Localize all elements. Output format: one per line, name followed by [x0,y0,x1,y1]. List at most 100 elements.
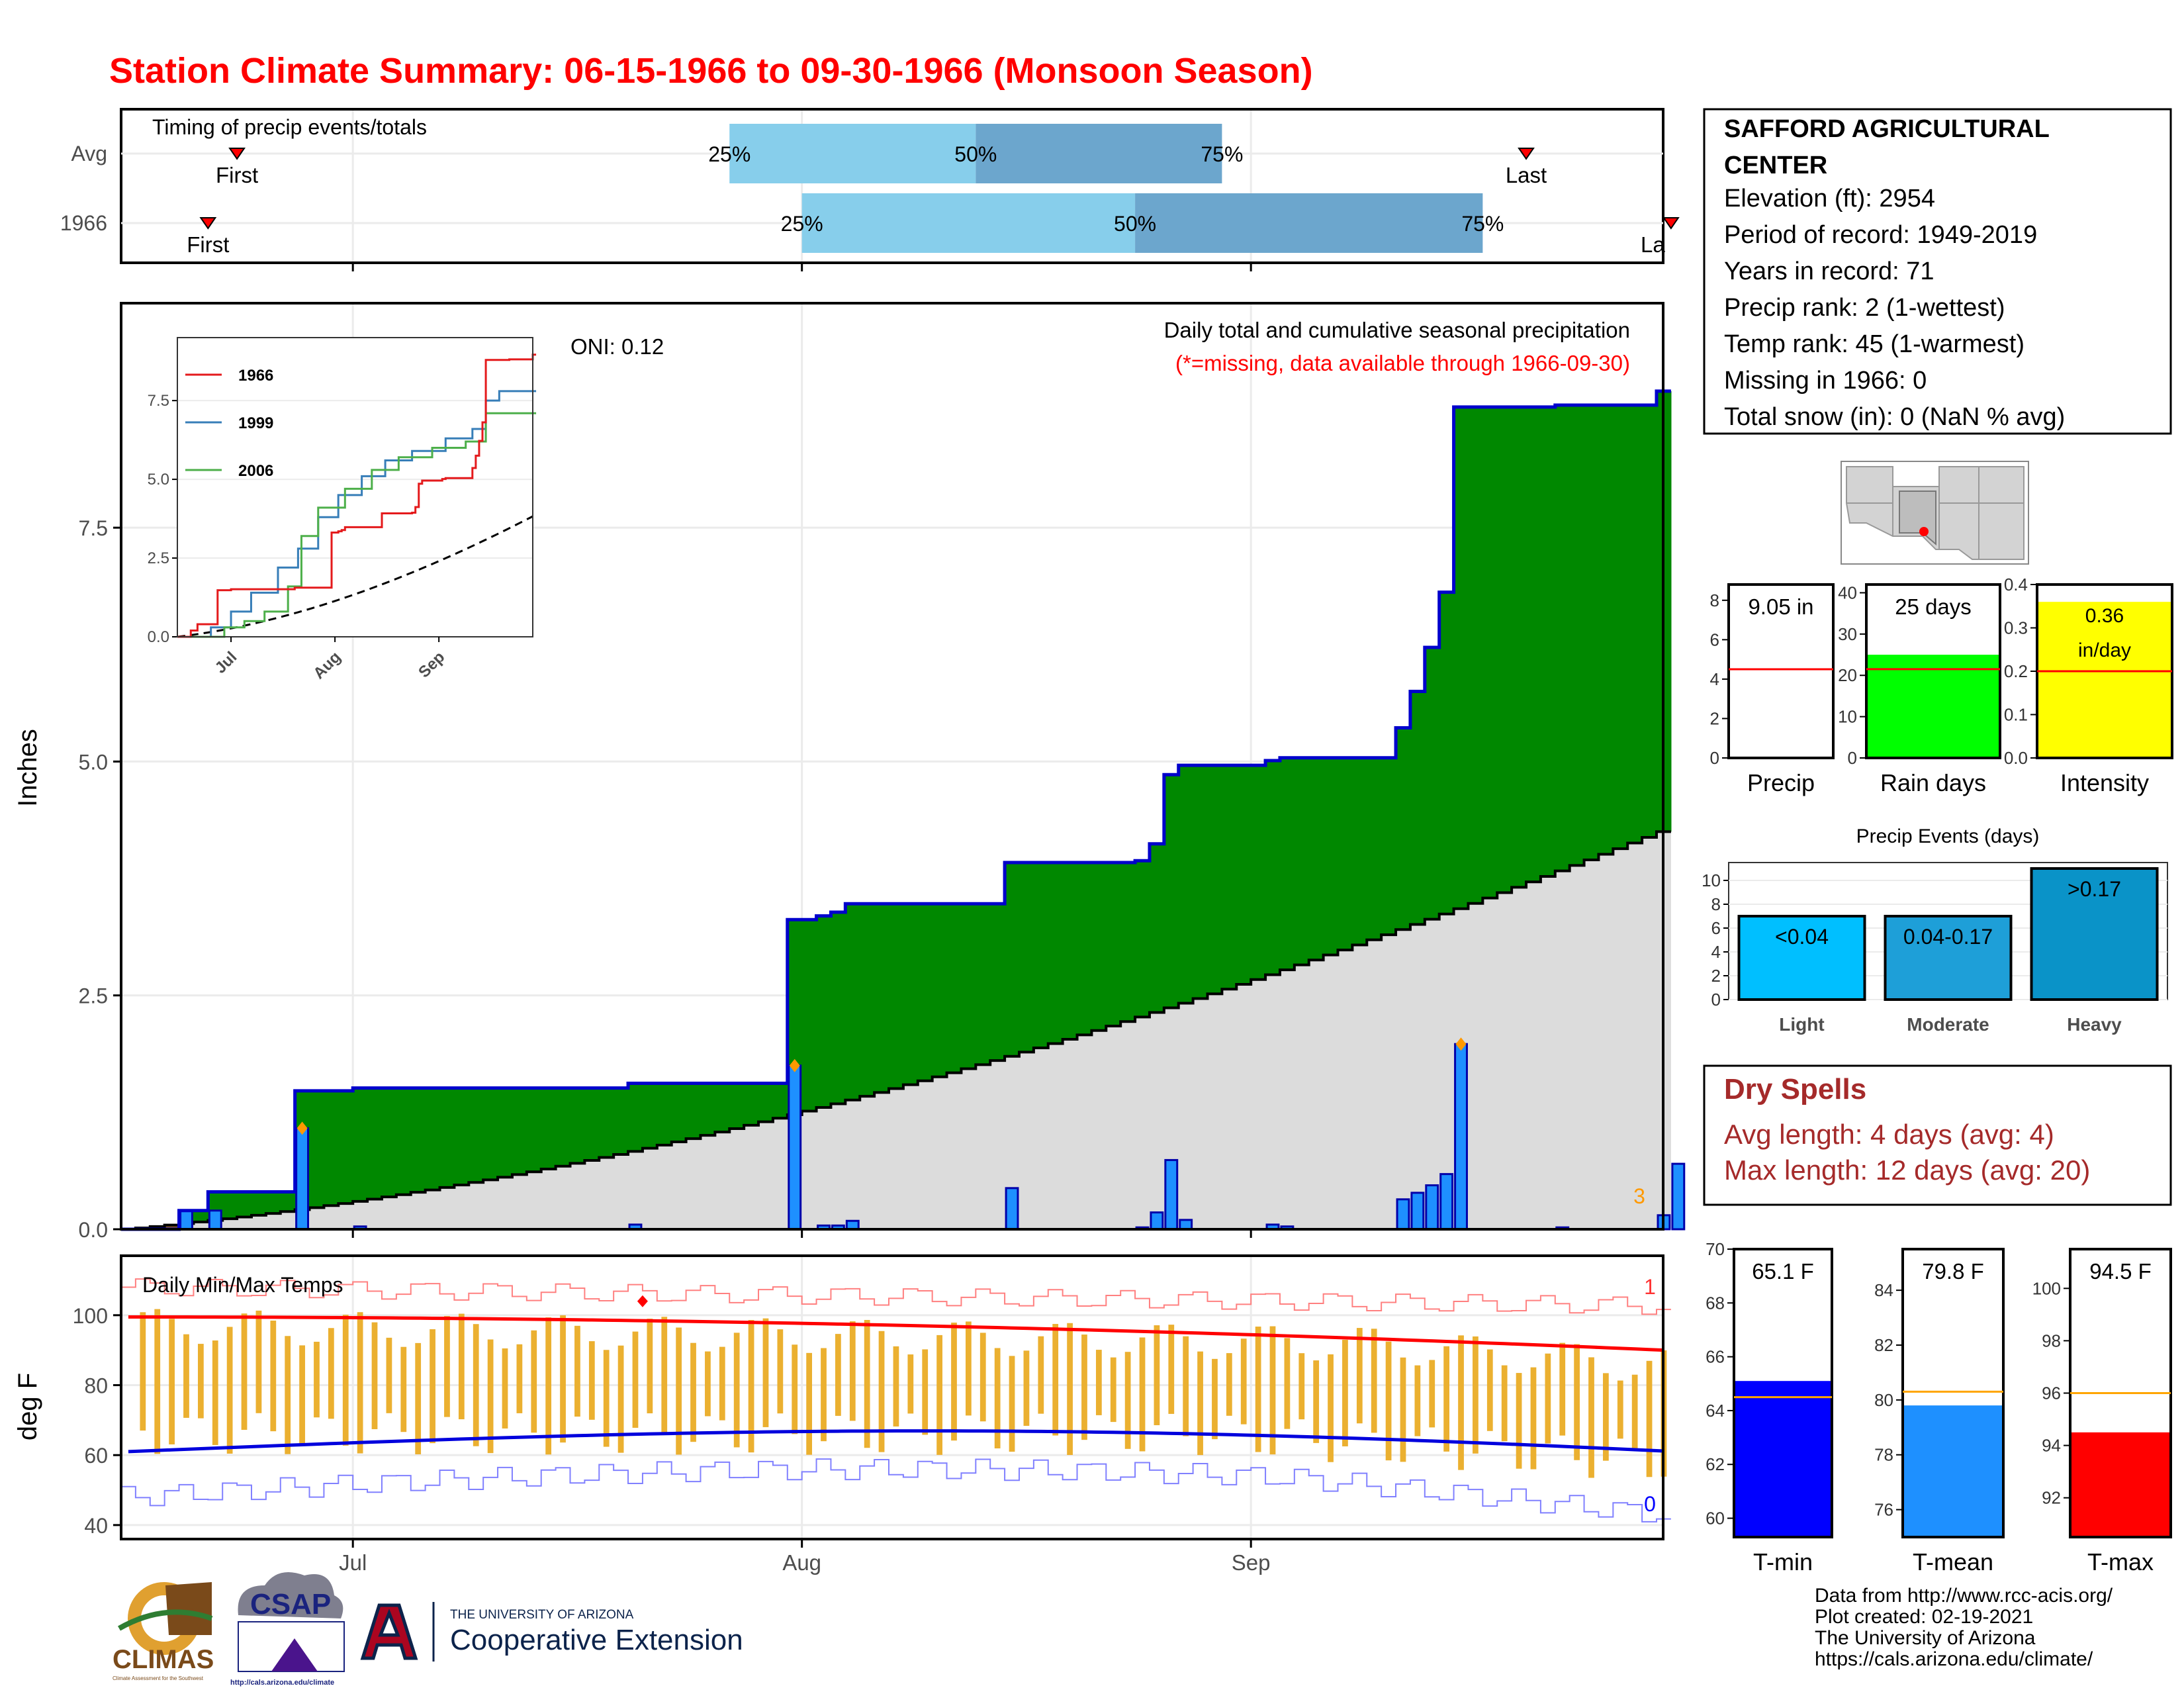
daily-temp-range-bar [951,1323,957,1441]
station-elevation: Elevation (ft): 2954 [1724,185,1935,212]
temp-bar-category-label: T-mean [1913,1548,1993,1575]
above-average-fill [353,1088,368,1201]
daily-temp-range-bar [748,1320,754,1453]
above-average-fill [1062,863,1078,1039]
x-axis-month-label: Aug [782,1550,821,1575]
station-period: Period of record: 1949-2019 [1724,221,2037,249]
daily-temp-range-bar [893,1346,899,1427]
csap-logo-text: CSAP [250,1588,331,1620]
temp-bar-y-tick-label: 92 [2042,1488,2061,1508]
daily-temp-range-bar [806,1352,812,1455]
above-average-fill [1512,406,1527,888]
above-average-fill [410,1088,426,1193]
daily-temp-range-bar [270,1320,277,1432]
record-high-line [121,1278,1671,1315]
events-category-label: Moderate [1907,1014,1989,1035]
above-average-fill [961,904,976,1069]
events-title: Precip Events (days) [1856,825,2040,847]
timing-bar-q50-q75-0 [976,124,1222,183]
station-info-box: SAFFORD AGRICULTURAL CENTER Elevation (f… [1703,108,2172,435]
climas-logo-subtitle: Climate Assessment for the Southwest [113,1675,204,1681]
above-average-fill [1497,406,1512,893]
daily-temp-range-bar [1342,1340,1348,1446]
temp-bar-value-label: 94.5 F [2089,1259,2152,1284]
daily-temp-range-bar [1486,1349,1493,1431]
credit-data-source: Data from http://www.rcc-acis.org/ [1815,1585,2113,1607]
credits: Data from http://www.rcc-acis.org/ Plot … [1815,1585,2113,1670]
temp-bar-y-tick-label: 100 [2032,1278,2061,1298]
mini-bar-y-tick-label: 0 [1710,748,1719,768]
daily-temp-range-bar [1110,1357,1116,1423]
daily-temp-range-bar [169,1319,175,1445]
daily-temp-range-bar [1154,1325,1160,1425]
daily-temp-range-bar [560,1315,566,1443]
ua-logo-line1: THE UNIVERSITY OF ARIZONA [450,1608,634,1622]
ua-logo-line2: Cooperative Extension [450,1624,743,1656]
mini-bar-y-tick-label: 0 [1848,748,1857,768]
above-average-fill [237,1192,252,1217]
above-average-fill [324,1090,339,1206]
daily-temp-range-bar [1473,1336,1479,1454]
precip-y-tick-label: 2.5 [79,984,108,1008]
daily-precip-bar [1410,1192,1425,1231]
temp-bar-y-tick-label: 70 [1706,1239,1725,1259]
daily-temp-range-bar [198,1344,204,1419]
mini-bar-y-tick-label: 2 [1710,708,1719,728]
credit-university: The University of Arizona [1815,1627,2036,1649]
daily-temp-range-bar [762,1318,769,1427]
events-category-label: Light [1779,1014,1824,1035]
above-average-fill [758,1083,774,1122]
mini-bar-frame [1727,583,1835,759]
temp-bar-y-tick-label: 80 [1874,1390,1893,1410]
temp-y-tick-label: 100 [73,1304,108,1328]
above-average-fill [1555,405,1570,871]
temp-bar-value [2070,1432,2171,1537]
above-average-fill [1482,406,1498,898]
above-average-fill [744,1083,759,1125]
above-average-fill [280,1192,296,1212]
average-max-temp-line [128,1315,1664,1352]
above-average-fill [1222,765,1237,990]
station-missing: Missing in 1966: 0 [1724,367,1927,395]
timing-row-label: 1966 [60,211,107,235]
above-average-fill [1077,863,1093,1035]
precip-y-tick-label: 0.0 [79,1218,108,1242]
below-average-fill [164,1225,180,1229]
above-average-fill [1410,691,1426,925]
daily-temp-range-bar [212,1340,218,1445]
daily-temp-range-bar [1269,1326,1276,1455]
mini-bar-value-label: 0.36 [2085,605,2124,627]
daily-temp-range-bar [357,1312,363,1454]
above-average-fill [1135,861,1150,1017]
temp-bar-y-tick-label: 76 [1874,1500,1893,1520]
timing-bar-q25-q50-0 [729,124,976,183]
above-average-fill [1381,757,1396,935]
daily-temp-range-bar [1168,1325,1175,1414]
above-average-fill [498,1088,513,1178]
daily-temp-range-bar [994,1348,1001,1449]
daily-temp-range-bar [574,1325,580,1417]
above-average-fill [657,1083,672,1145]
daily-temp-range-bar [821,1348,827,1442]
above-average-fill [889,904,904,1089]
daily-temp-range-bar [1617,1380,1623,1439]
timing-row-label: Avg [71,142,107,165]
daily-temp-range-bar [1226,1353,1232,1416]
station-name-line1: SAFFORD AGRICULTURAL [1724,115,2050,143]
inset-y-tick-label: 0.0 [148,628,169,646]
daily-temp-range-bar [632,1331,639,1428]
temperature-panel: 40 60 80 100 Daily Min/Max Temps 1 0 deg F Jul Au… [13,1254,1671,1575]
temp-bar-value [1734,1381,1832,1537]
inset-series-1966 [177,353,537,638]
daily-temp-range-bar [531,1330,537,1433]
daily-temp-range-bar [661,1317,668,1434]
temp-bar-value-label: 79.8 F [1922,1259,1984,1284]
first-event-marker-icon [228,148,246,160]
timing-quartile-label: 75% [1201,142,1243,166]
above-average-fill [1193,765,1208,999]
above-average-fill [801,919,817,1111]
daily-temp-range-bar [1240,1338,1247,1425]
timing-quartile-label: 25% [708,142,751,166]
inset-legend-label: 1999 [238,414,273,432]
daily-temp-range-bar [545,1317,552,1455]
